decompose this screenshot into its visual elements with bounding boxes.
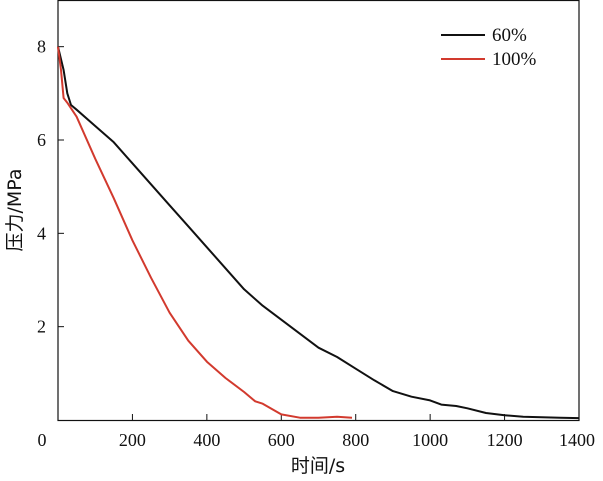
x-tick-label-600: 600 (268, 430, 295, 450)
series-line-1 (57, 46, 580, 420)
y-tick-label-2: 2 (37, 317, 46, 337)
y-tick-label-4: 4 (37, 223, 46, 243)
x-tick-label-1000: 1000 (412, 430, 448, 450)
y-axis-title: 压力/MPa (4, 168, 26, 251)
y-tick-label-6: 6 (37, 130, 46, 150)
x-tick-label-800: 800 (342, 430, 369, 450)
x-tick-label-400: 400 (193, 430, 220, 450)
x-tick-label-1400: 1400 (559, 430, 595, 450)
x-tick-labels: 0 200 400 600 800 1000 1200 1400 (38, 430, 596, 450)
x-axis-title: 时间/s (291, 455, 345, 477)
plot-frame (57, 0, 580, 422)
y-tick-labels: 2 4 6 8 (37, 37, 46, 337)
series-lines (57, 46, 580, 420)
plot-area (57, 0, 580, 422)
legend-label-2: 100% (492, 49, 537, 70)
axis-ticks (58, 46, 506, 420)
x-tick-label-200: 200 (119, 430, 146, 450)
x-tick-label-0: 0 (38, 430, 47, 450)
legend-label-1: 60% (492, 25, 527, 46)
series-line-2 (57, 46, 353, 419)
x-tick-label-1200: 1200 (487, 430, 523, 450)
y-tick-label-8: 8 (37, 37, 46, 57)
legend: 60% 100% (441, 25, 537, 70)
